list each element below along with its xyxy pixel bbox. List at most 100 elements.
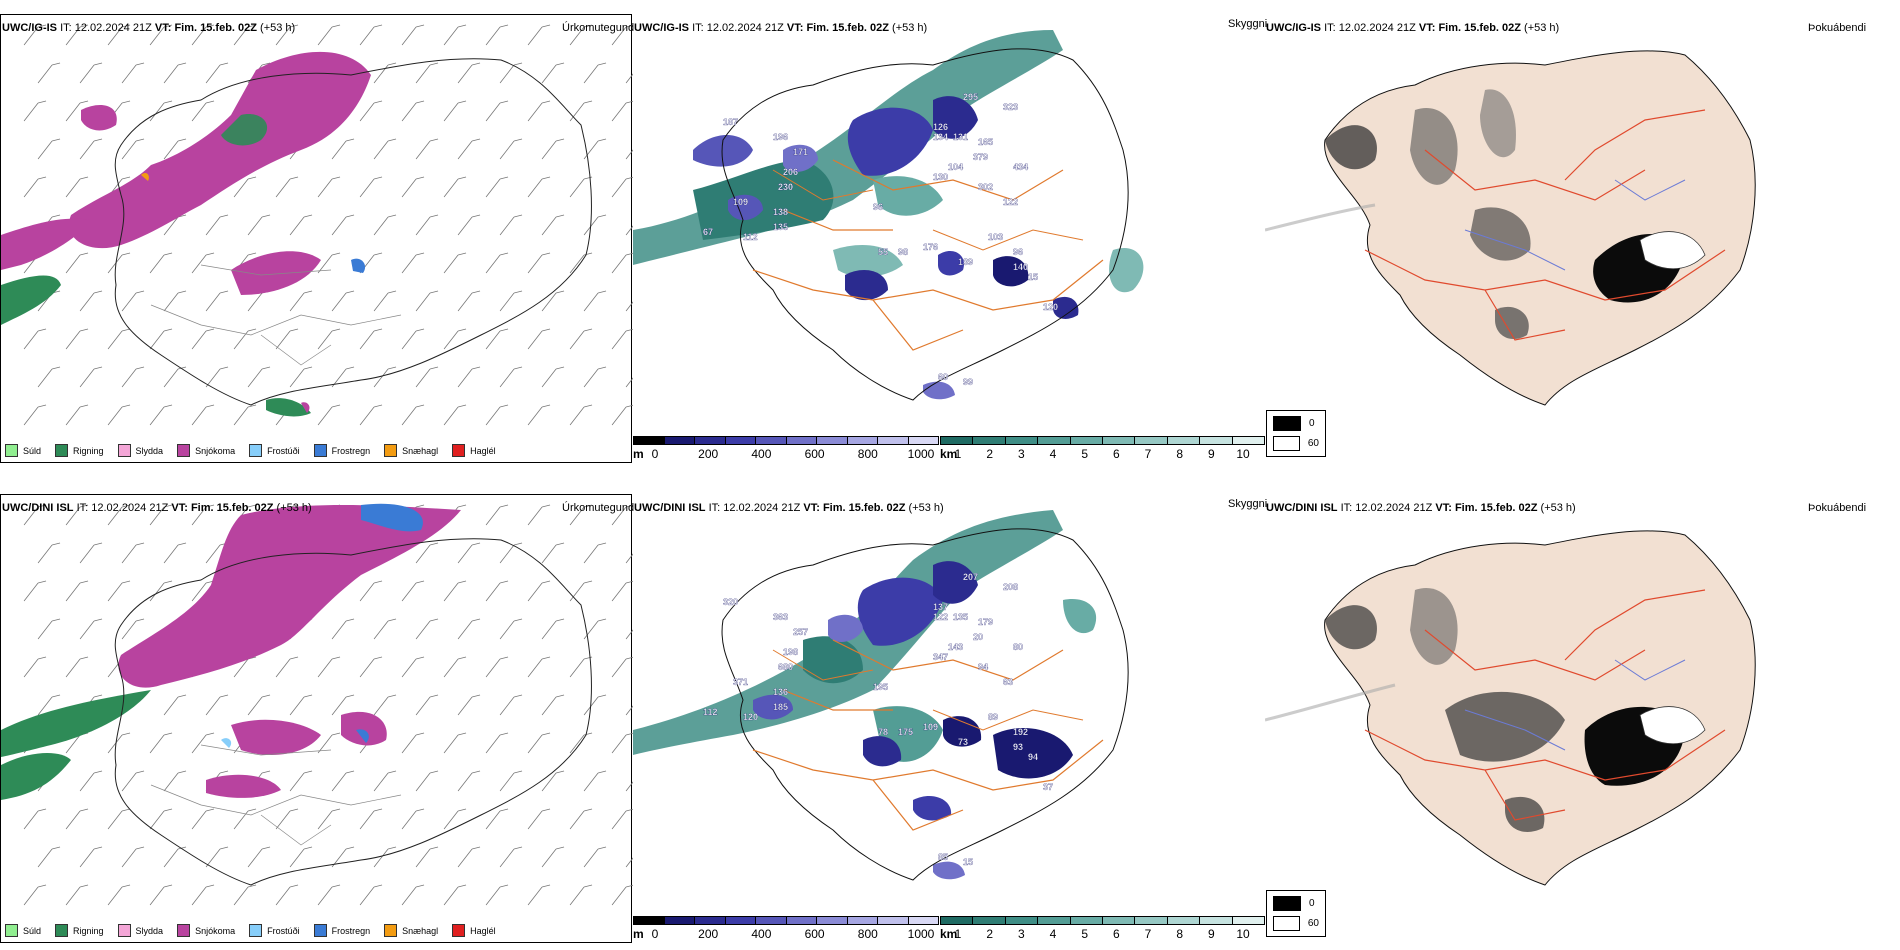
vt-label: VT: <box>171 502 188 514</box>
cloud-base-label: 176 <box>923 242 938 252</box>
wind-barb <box>499 138 523 160</box>
wind-barb <box>233 404 257 426</box>
cloud-base-label: 15 <box>1028 272 1038 282</box>
colorbar-bin <box>695 437 726 444</box>
cloud-base-label: 138 <box>773 207 788 217</box>
legend-label: Frostúði <box>267 925 300 936</box>
wind-barb <box>401 328 425 350</box>
wind-barb <box>569 176 593 198</box>
it-label: IT: <box>708 502 721 514</box>
colorbar-tick: 800 <box>857 927 878 941</box>
lead-time: (+53 h) <box>892 22 928 34</box>
cloud-height-colorbar-row2: m 0 200 400 600 800 1000 <box>633 916 939 946</box>
wind-barb <box>317 808 341 830</box>
wind-barb <box>149 580 173 602</box>
wind-barb <box>611 328 633 350</box>
cloud-base-label: 143 <box>948 642 963 652</box>
wind-barb <box>23 504 47 526</box>
cloud-base-label: 73 <box>958 737 968 747</box>
wind-barb <box>625 73 633 84</box>
cloud-base-label: 94 <box>1028 752 1038 762</box>
colorbar-bin <box>786 437 817 444</box>
it-label: IT: <box>76 502 89 514</box>
wind-barb <box>79 62 103 84</box>
wind-barb <box>415 366 439 388</box>
cloud-header-row1: UWC/IG-IS IT: 12.02.2024 21Z VT: Fim. 15… <box>634 22 927 35</box>
cloud-base-label: 363 <box>773 612 788 622</box>
legend-label: Frostregn <box>331 445 371 456</box>
wind-barb <box>331 290 355 312</box>
wind-barb <box>443 176 467 198</box>
wind-barb <box>373 846 397 868</box>
wind-barb <box>163 846 187 868</box>
cloud-base-label: 175 <box>898 727 913 737</box>
legend-swatch <box>117 924 131 937</box>
wind-barb <box>569 328 593 350</box>
legend-item: Súld <box>5 924 41 937</box>
cloud-base-label: 99 <box>963 377 973 387</box>
wind-barb <box>65 252 89 274</box>
wind-barb <box>149 100 173 122</box>
colorbar-bin <box>878 917 909 924</box>
wind-barb <box>37 694 61 716</box>
fog-header-row1: UWC/IG-IS IT: 12.02.2024 21Z VT: Fim. 15… <box>1266 22 1559 35</box>
wind-barb <box>415 62 439 84</box>
wind-barb <box>457 138 481 160</box>
wind-barb <box>359 100 383 122</box>
colorbar-bin <box>847 917 878 924</box>
cloud-base-label: 103 <box>988 232 1003 242</box>
fog-legend-swatch <box>1273 896 1301 911</box>
cloud-base-label: 67 <box>703 227 713 237</box>
cloud-base-label: 198 <box>783 647 798 657</box>
wind-barb <box>527 176 551 198</box>
vt-label: VT: <box>1418 22 1436 34</box>
wind-barb <box>37 618 61 640</box>
wind-barb <box>23 100 47 122</box>
colorbar-tick: 3 <box>1017 927 1025 941</box>
cloud-base-label: 80 <box>1013 642 1023 652</box>
wind-barb <box>541 770 565 792</box>
wind-barb <box>443 252 467 274</box>
wind-barb <box>107 884 131 906</box>
wind-barb <box>401 884 425 906</box>
wind-barb <box>485 252 509 274</box>
wind-barb <box>457 366 481 388</box>
wind-barb <box>611 252 633 274</box>
wind-barb <box>107 808 131 830</box>
wind-barb <box>583 770 607 792</box>
cloud-base-label: 165 <box>978 137 993 147</box>
wind-barb <box>65 808 89 830</box>
it-value: 12.02.2024 21Z <box>1355 502 1433 514</box>
legend-swatch <box>5 444 18 457</box>
wind-barb <box>527 328 551 350</box>
wind-barb <box>331 618 355 640</box>
wind-barb <box>289 366 313 388</box>
colorbar-tick: 2 <box>986 447 993 461</box>
cloud-base-label: 379 <box>973 152 988 162</box>
cloud-base-label: 137 <box>933 602 948 612</box>
colorbar-tick: 5 <box>1081 447 1088 461</box>
fog-legend-label: 0 <box>1309 898 1315 909</box>
wind-barb <box>247 694 271 716</box>
wind-barb <box>443 24 467 46</box>
wind-barb <box>191 404 215 426</box>
colorbar-tick: 7 <box>1144 927 1152 941</box>
wind-barb <box>359 884 383 906</box>
colorbar-bin <box>941 917 974 924</box>
cloud-base-label: 196 <box>773 132 788 142</box>
wind-barb <box>65 24 89 46</box>
wind-barb <box>37 62 61 84</box>
wind-barb <box>541 618 565 640</box>
colorbar-tick: 1000 <box>907 447 935 461</box>
wind-barb <box>37 542 61 564</box>
wind-barb <box>359 328 383 350</box>
wind-barb <box>331 214 355 236</box>
cloud-base-label: 130 <box>933 172 948 182</box>
wind-barb <box>457 846 481 868</box>
wind-barb <box>499 770 523 792</box>
colorbar-strip <box>633 436 939 445</box>
cloud-base-label: 93 <box>1013 742 1023 752</box>
colorbar-bin <box>634 917 665 924</box>
wind-barb <box>121 542 145 564</box>
legend-item: Haglél <box>452 444 496 457</box>
